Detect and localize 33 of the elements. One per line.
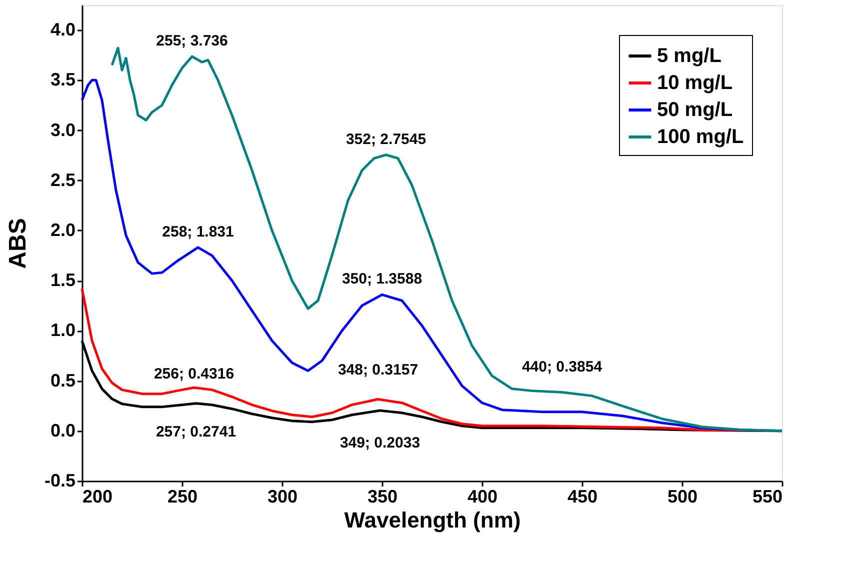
annotation: 349; 0.2033	[340, 434, 420, 452]
x-tick-label: 200	[82, 486, 113, 506]
annotation: 352; 2.7545	[346, 130, 426, 148]
annotation: 257; 0.2741	[156, 423, 236, 440]
y-tick-label: 1.5	[50, 270, 76, 290]
legend-label: 50 mg/L	[657, 99, 733, 121]
x-tick-label: 450	[567, 486, 598, 506]
y-tick-label: 1.0	[50, 320, 76, 340]
x-tick-label: 500	[667, 486, 698, 506]
y-tick-label: 0.5	[50, 370, 76, 390]
annotation: 348; 0.3157	[338, 361, 418, 378]
y-tick-label: 3.0	[50, 120, 76, 140]
annotation: 258; 1.831	[162, 223, 234, 240]
legend-label: 100 mg/L	[657, 126, 744, 148]
x-tick-label: 300	[267, 486, 298, 506]
y-tick-label: 3.5	[50, 70, 76, 90]
x-tick-label: 350	[367, 486, 398, 506]
legend-label: 10 mg/L	[657, 72, 733, 94]
y-tick-label: 4.0	[50, 20, 76, 40]
annotation: 255; 3.736	[156, 32, 228, 50]
x-tick-label: 550	[752, 486, 782, 506]
x-tick-label: 250	[167, 486, 198, 506]
y-tick-label: 2.0	[50, 220, 76, 240]
annotation: 350; 1.3588	[342, 270, 422, 288]
y-axis-title: ABS	[4, 218, 32, 269]
y-tick-label: 2.5	[50, 170, 76, 190]
annotation: 256; 0.4316	[154, 366, 234, 383]
y-tick-label: 0.0	[50, 420, 76, 440]
y-tick-label: -0.5	[44, 470, 76, 490]
x-tick-label: 400	[467, 486, 498, 506]
annotation: 440; 0.3854	[522, 358, 603, 376]
x-axis-title: Wavelength (nm)	[344, 508, 521, 532]
legend-label: 5 mg/L	[657, 45, 722, 67]
